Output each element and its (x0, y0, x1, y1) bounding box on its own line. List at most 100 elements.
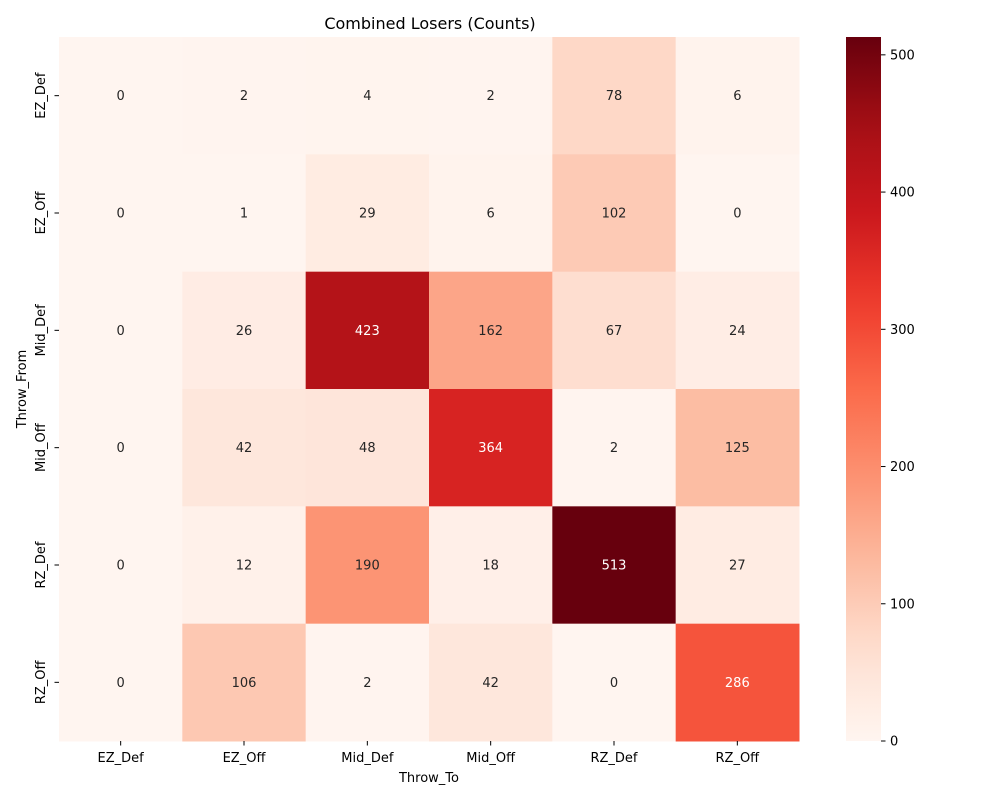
colorbar-tick-label: 200 (890, 460, 915, 475)
x-tick-label: Mid_Off (466, 751, 516, 766)
colorbar-gradient (846, 37, 881, 741)
cell-value-label: 0 (117, 559, 125, 574)
heatmap-cell (59, 271, 183, 390)
colorbar-tick-label: 300 (890, 323, 915, 338)
cell-value-label: 24 (729, 324, 746, 339)
cell-value-label: 48 (359, 441, 376, 456)
colorbar-tick-label: 400 (890, 186, 915, 201)
y-tick-label: EZ_Def (34, 72, 49, 119)
heatmap-cell (552, 271, 677, 390)
cell-value-label: 0 (117, 324, 125, 339)
cell-value-label: 6 (487, 207, 495, 222)
heatmap-cell (182, 506, 307, 625)
heatmap-cell (552, 154, 677, 273)
cell-value-label: 106 (232, 676, 257, 691)
heatmap-cell (305, 154, 430, 273)
x-tick-label: EZ_Def (98, 751, 145, 766)
heatmap-cell (552, 506, 677, 625)
y-axis: EZ_Def EZ_Off Mid_Def Mid_Off RZ_Def RZ_Off (34, 72, 59, 704)
heatmap-cell (305, 389, 430, 507)
heatmap-cell (552, 37, 677, 155)
cell-value-label: 286 (725, 676, 750, 691)
heatmap-cell (552, 623, 677, 742)
heatmap-cell (182, 154, 307, 273)
colorbar-tick-label: 0 (890, 735, 898, 750)
x-tick-label: RZ_Off (716, 751, 761, 766)
colorbar-tick-label: 100 (890, 597, 915, 612)
cell-value-label: 102 (602, 207, 627, 222)
cell-value-label: 67 (606, 324, 623, 339)
heatmap-cell (429, 389, 553, 507)
heatmap-cell (429, 37, 553, 155)
heatmap-cell (429, 506, 553, 625)
cell-value-label: 12 (236, 559, 253, 574)
cell-value-label: 27 (729, 559, 746, 574)
heatmap-cell (552, 389, 677, 507)
heatmap-cell (59, 506, 183, 625)
cell-value-label: 125 (725, 441, 750, 456)
x-axis-label: Throw_To (398, 771, 459, 786)
cell-value-label: 0 (117, 89, 125, 104)
cell-value-label: 0 (117, 676, 125, 691)
heatmap-cell (675, 154, 800, 273)
cell-value-label: 26 (236, 324, 253, 339)
cell-value-label: 78 (606, 89, 623, 104)
heatmap-cell (675, 37, 800, 155)
cell-value-label: 2 (610, 441, 618, 456)
y-tick-label: EZ_Off (34, 191, 49, 235)
cell-value-label: 18 (482, 559, 499, 574)
y-axis-label: Throw_From (15, 350, 30, 430)
cell-value-label: 0 (117, 207, 125, 222)
heatmap-cell (675, 389, 800, 507)
heatmap-cell (305, 37, 430, 155)
heatmap-cell (675, 271, 800, 390)
y-tick-label: Mid_Def (34, 304, 49, 357)
cell-value-label: 0 (610, 676, 618, 691)
cell-value-label: 6 (733, 89, 741, 104)
x-axis: EZ_Def EZ_Off Mid_Def Mid_Off RZ_Def RZ_Off (98, 741, 761, 766)
heatmap-cell (429, 154, 553, 273)
heatmap-cell (59, 37, 183, 155)
cell-value-label: 42 (482, 676, 499, 691)
heatmap-cell (675, 623, 800, 742)
x-tick-label: Mid_Def (341, 751, 394, 766)
heatmap-cell (429, 271, 553, 390)
heatmap-cell (182, 37, 307, 155)
heatmap-cell (305, 506, 430, 625)
heatmap-cells (59, 37, 800, 742)
colorbar: 0 100 200 300 400 500 (846, 37, 915, 750)
cell-value-label: 0 (117, 441, 125, 456)
heatmap-cell (182, 389, 307, 507)
cell-value-label: 2 (363, 676, 371, 691)
cell-value-label: 4 (363, 89, 371, 104)
x-tick-label: EZ_Off (223, 751, 267, 766)
heatmap-cell (305, 623, 430, 742)
heatmap-cell (675, 506, 800, 625)
y-tick-label: Mid_Off (34, 422, 49, 472)
y-tick-label: RZ_Off (34, 659, 49, 704)
cell-value-label: 0 (733, 207, 741, 222)
cell-labels: 0 2 4 2 78 60 1 29 6 102 00 26 423 162 67 240 42 48 364 2 12… (117, 89, 750, 691)
cell-value-label: 2 (487, 89, 495, 104)
cell-value-label: 513 (602, 559, 627, 574)
heatmap-cell (305, 271, 430, 390)
cell-value-label: 364 (478, 441, 503, 456)
cell-value-label: 42 (236, 441, 253, 456)
heatmap-cell (182, 271, 307, 390)
cell-value-label: 2 (240, 89, 248, 104)
heatmap-cell (59, 154, 183, 273)
heatmap-cell (59, 623, 183, 742)
heatmap-cell (182, 623, 307, 742)
cell-value-label: 162 (478, 324, 503, 339)
chart-title: Combined Losers (Counts) (324, 14, 535, 33)
cell-value-label: 423 (355, 324, 380, 339)
cell-value-label: 1 (240, 207, 248, 222)
colorbar-tick-label: 500 (890, 48, 915, 63)
x-tick-label: RZ_Def (590, 751, 637, 766)
cell-value-label: 29 (359, 207, 376, 222)
heatmap-cell (429, 623, 553, 742)
cell-value-label: 190 (355, 559, 380, 574)
heatmap-cell (59, 389, 183, 507)
